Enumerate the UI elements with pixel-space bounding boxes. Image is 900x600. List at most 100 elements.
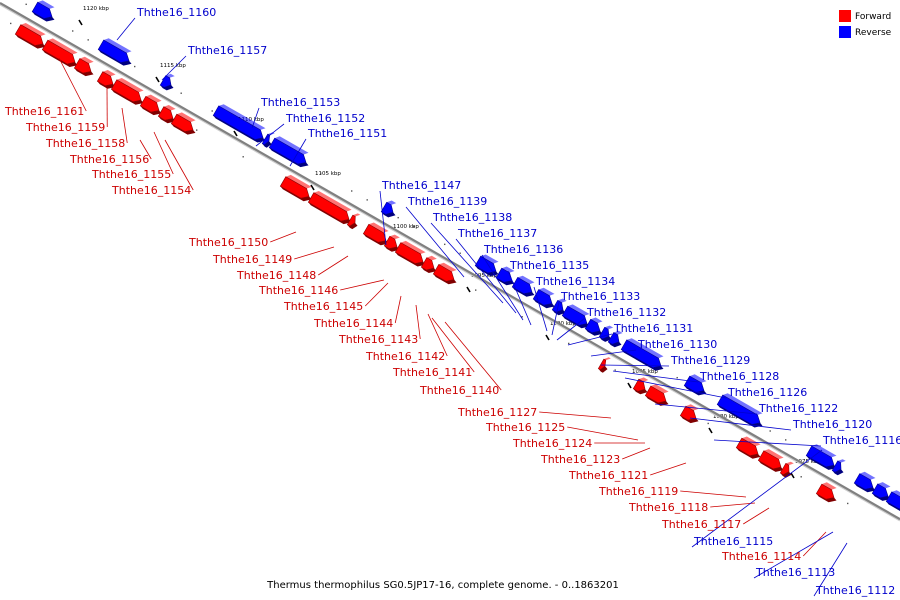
reverse-gene-label[interactable]: Ththe16_1157 — [187, 44, 267, 57]
forward-gene-arrow[interactable] — [346, 213, 361, 230]
forward-gene-label[interactable]: Ththe16_1156 — [69, 153, 149, 166]
forward-gene-arrow[interactable] — [41, 38, 78, 67]
forward-gene-label[interactable]: Ththe16_1145 — [283, 300, 363, 313]
reverse-gene-label[interactable]: Ththe16_1129 — [670, 354, 750, 367]
minor-tick — [847, 502, 849, 505]
forward-gene-label[interactable]: Ththe16_1140 — [419, 384, 499, 397]
reverse-gene-arrow[interactable] — [551, 298, 567, 316]
forward-gene-label[interactable]: Ththe16_1117 — [661, 518, 741, 531]
forward-gene-arrow[interactable] — [632, 377, 649, 395]
reverse-gene-label[interactable]: Ththe16_1135 — [509, 259, 589, 272]
forward-gene-arrow[interactable] — [644, 384, 669, 406]
gene-arrow-side — [832, 469, 844, 476]
reverse-gene-label[interactable]: Ththe16_1130 — [637, 338, 717, 351]
reverse-gene-label[interactable]: Ththe16_1151 — [307, 127, 387, 140]
gene-arrow-body — [96, 71, 114, 87]
reverse-gene-arrow[interactable] — [532, 287, 555, 309]
reverse-gene-label[interactable]: Ththe16_1139 — [407, 195, 487, 208]
reverse-gene-arrow[interactable] — [511, 275, 535, 297]
reverse-gene-arrow[interactable] — [853, 471, 876, 493]
gene-arrow-top — [426, 255, 437, 261]
forward-gene-label[interactable]: Ththe16_1144 — [313, 317, 393, 330]
forward-gene-label[interactable]: Ththe16_1150 — [188, 236, 268, 249]
forward-gene-arrow[interactable] — [432, 262, 457, 285]
forward-gene-arrow[interactable] — [170, 112, 196, 135]
forward-gene-label[interactable]: Ththe16_1149 — [212, 253, 292, 266]
reverse-gene-arrow[interactable] — [31, 0, 55, 22]
forward-gene-arrow[interactable] — [157, 105, 176, 124]
forward-gene-arrow[interactable] — [420, 255, 437, 273]
reverse-gene-label[interactable]: Ththe16_1122 — [758, 402, 838, 415]
forward-gene-label[interactable]: Ththe16_1146 — [258, 284, 338, 297]
forward-gene-arrow[interactable] — [394, 240, 426, 267]
forward-gene-label[interactable]: Ththe16_1154 — [111, 184, 191, 197]
reverse-gene-label[interactable]: Ththe16_1153 — [260, 96, 340, 109]
forward-gene-arrow[interactable] — [307, 191, 352, 225]
reverse-gene-label[interactable]: Ththe16_1152 — [285, 112, 365, 125]
forward-gene-label[interactable]: Ththe16_1125 — [485, 421, 565, 434]
forward-gene-arrow[interactable] — [757, 449, 784, 472]
reverse-gene-arrow[interactable] — [871, 482, 891, 501]
reverse-gene-arrow[interactable] — [584, 317, 603, 336]
forward-gene-arrow[interactable] — [383, 234, 400, 252]
forward-gene-label[interactable]: Ththe16_1127 — [457, 406, 537, 419]
reverse-gene-arrow[interactable] — [805, 444, 837, 470]
forward-gene-label[interactable]: Ththe16_1142 — [365, 350, 445, 363]
reverse-gene-label[interactable]: Ththe16_1116 — [822, 434, 900, 447]
reverse-gene-arrow[interactable] — [598, 325, 614, 342]
reverse-gene-arrow[interactable] — [716, 393, 763, 428]
reverse-gene-label[interactable]: Ththe16_1131 — [613, 322, 693, 335]
forward-gene-label[interactable]: Ththe16_1161 — [4, 105, 84, 118]
gene-arrow-top — [501, 266, 515, 273]
reverse-gene-arrow[interactable] — [380, 200, 397, 218]
forward-gene-arrow[interactable] — [279, 174, 312, 202]
forward-gene-label[interactable]: Ththe16_1121 — [568, 469, 648, 482]
forward-gene-label[interactable]: Ththe16_1141 — [392, 366, 472, 379]
forward-gene-arrow[interactable] — [73, 56, 94, 77]
reverse-gene-label[interactable]: Ththe16_1133 — [560, 290, 640, 303]
reverse-gene-label[interactable]: Ththe16_1136 — [483, 243, 563, 256]
forward-gene-label[interactable]: Ththe16_1155 — [91, 168, 171, 181]
forward-gene-arrow[interactable] — [139, 94, 162, 116]
reverse-gene-label[interactable]: Ththe16_1132 — [586, 306, 666, 319]
forward-gene-label[interactable]: Ththe16_1123 — [540, 453, 620, 466]
reverse-gene-arrow[interactable] — [97, 38, 132, 66]
forward-gene-arrow[interactable] — [597, 357, 611, 373]
forward-gene-label[interactable]: Ththe16_1143 — [338, 333, 418, 346]
reverse-gene-label[interactable]: Ththe16_1137 — [457, 227, 537, 240]
forward-gene-label[interactable]: Ththe16_1119 — [598, 485, 678, 498]
reverse-gene-label[interactable]: Ththe16_1134 — [535, 275, 615, 288]
forward-gene-arrow[interactable] — [110, 78, 144, 105]
reverse-gene-arrow[interactable] — [607, 330, 623, 348]
gene-arrow-side — [645, 395, 669, 406]
reverse-gene-label[interactable]: Ththe16_1112 — [815, 584, 895, 597]
reverse-gene-arrow[interactable] — [885, 490, 900, 512]
reverse-gene-label[interactable]: Ththe16_1128 — [699, 370, 779, 383]
reverse-gene-label[interactable]: Ththe16_1113 — [755, 566, 835, 579]
forward-gene-label[interactable]: Ththe16_1114 — [721, 550, 801, 563]
reverse-gene-arrow[interactable] — [620, 338, 664, 371]
reverse-gene-label[interactable]: Ththe16_1120 — [792, 418, 872, 431]
gene-arrow-side — [158, 116, 176, 124]
reverse-gene-arrow[interactable] — [831, 459, 846, 476]
reverse-gene-arrow[interactable] — [159, 73, 175, 91]
reverse-gene-arrow[interactable] — [212, 104, 266, 143]
legend-forward-swatch — [839, 10, 851, 22]
forward-gene-arrow[interactable] — [735, 436, 761, 459]
reverse-gene-label[interactable]: Ththe16_1160 — [136, 6, 216, 19]
forward-gene-label[interactable]: Ththe16_1118 — [628, 501, 708, 514]
forward-gene-label[interactable]: Ththe16_1159 — [25, 121, 105, 134]
forward-gene-arrow[interactable] — [14, 23, 46, 49]
reverse-gene-label[interactable]: Ththe16_1138 — [432, 211, 512, 224]
forward-gene-label[interactable]: Ththe16_1158 — [45, 137, 125, 150]
forward-gene-label[interactable]: Ththe16_1148 — [236, 269, 316, 282]
forward-gene-label[interactable]: Ththe16_1124 — [512, 437, 592, 450]
forward-gene-arrow[interactable] — [779, 461, 794, 478]
reverse-gene-label[interactable]: Ththe16_1115 — [693, 535, 773, 548]
reverse-gene-label[interactable]: Ththe16_1126 — [727, 386, 807, 399]
forward-gene-arrow[interactable] — [815, 482, 837, 503]
reverse-gene-arrow[interactable] — [561, 304, 590, 329]
reverse-gene-arrow[interactable] — [495, 266, 515, 286]
reverse-gene-label[interactable]: Ththe16_1147 — [381, 179, 461, 192]
forward-gene-arrow[interactable] — [96, 70, 116, 89]
